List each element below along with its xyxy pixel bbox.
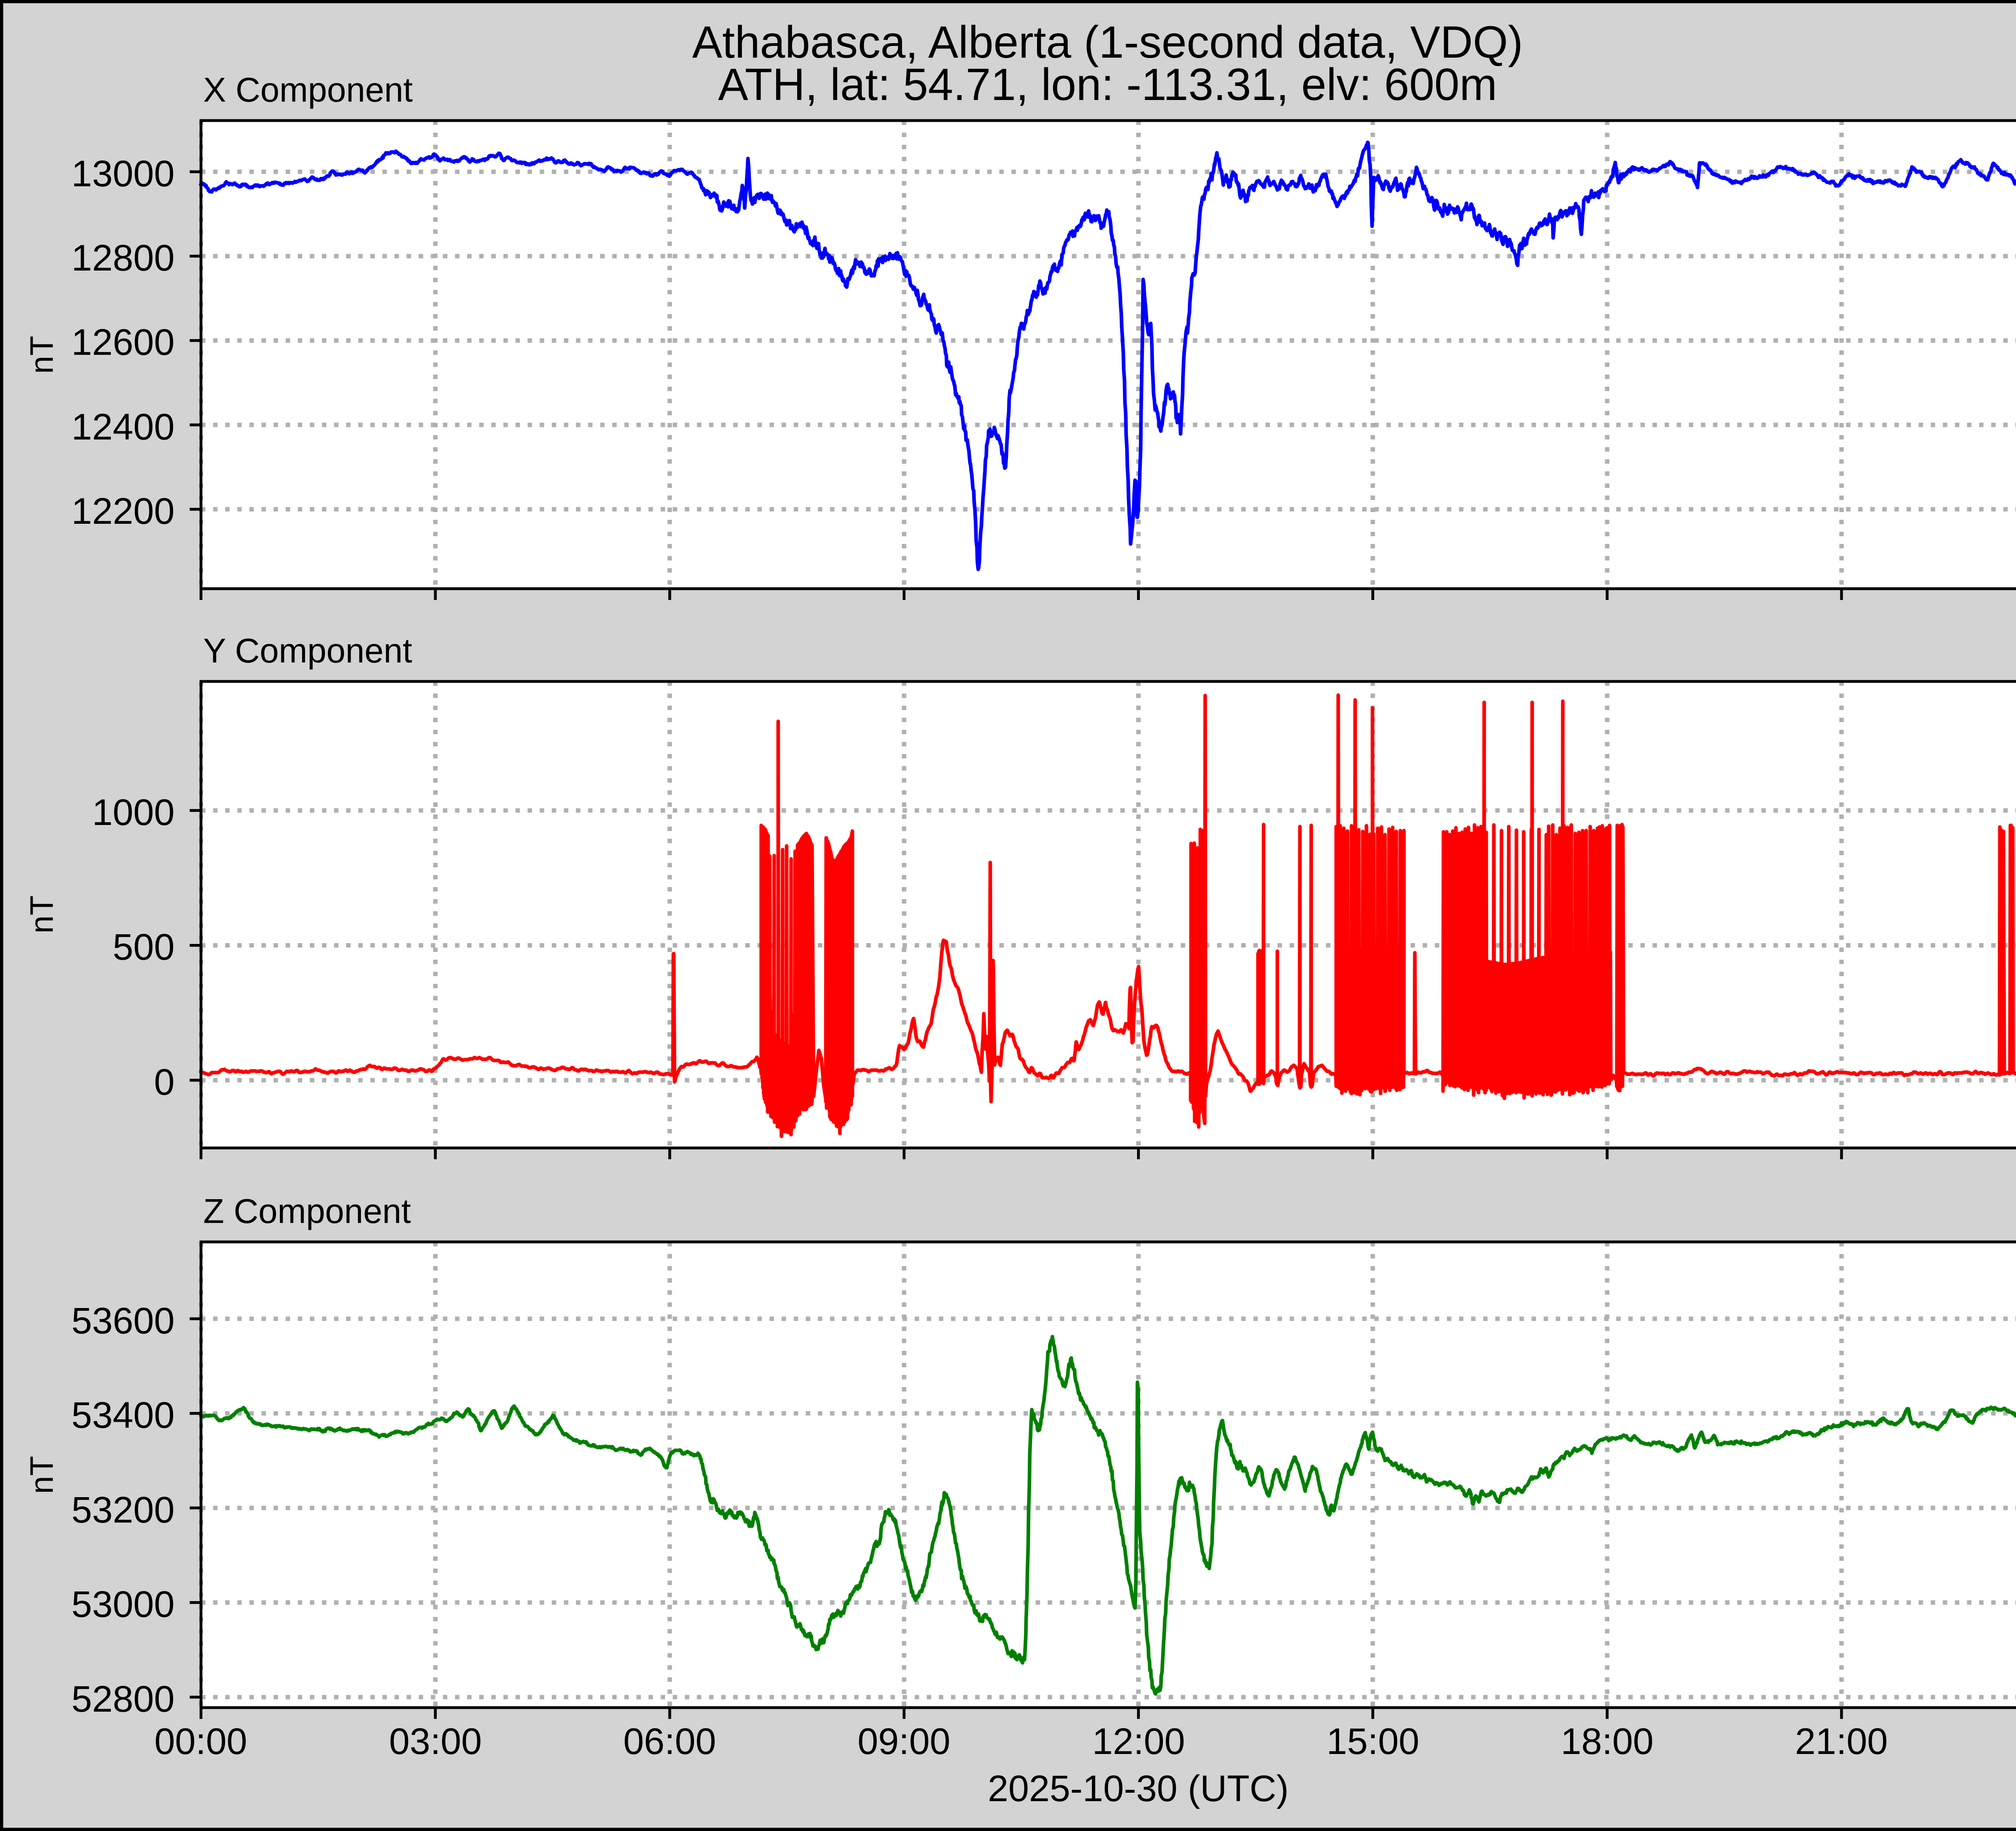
svg-text:2025-10-30 (UTC): 2025-10-30 (UTC) xyxy=(988,1768,1289,1809)
svg-text:500: 500 xyxy=(113,927,175,968)
svg-text:12400: 12400 xyxy=(71,406,175,448)
svg-text:12:00: 12:00 xyxy=(1092,1721,1185,1762)
svg-text:nT: nT xyxy=(24,896,60,934)
svg-text:21:00: 21:00 xyxy=(1795,1721,1888,1762)
svg-text:12600: 12600 xyxy=(71,322,175,363)
svg-text:X Component: X Component xyxy=(203,71,413,109)
svg-text:03:00: 03:00 xyxy=(389,1721,482,1762)
svg-text:Y Component: Y Component xyxy=(203,632,412,670)
svg-text:nT: nT xyxy=(24,336,60,374)
svg-text:nT: nT xyxy=(24,1456,60,1494)
svg-text:09:00: 09:00 xyxy=(858,1721,950,1762)
svg-text:53600: 53600 xyxy=(71,1300,175,1341)
svg-text:ATH, lat: 54.71, lon: -113.31,: ATH, lat: 54.71, lon: -113.31, elv: 600m xyxy=(718,59,1497,110)
svg-text:06:00: 06:00 xyxy=(623,1721,716,1762)
svg-text:12200: 12200 xyxy=(71,491,175,532)
svg-text:00:00: 00:00 xyxy=(154,1721,247,1762)
svg-text:53400: 53400 xyxy=(71,1395,175,1436)
svg-text:52800: 52800 xyxy=(71,1679,175,1720)
svg-text:1000: 1000 xyxy=(92,792,175,833)
svg-text:53000: 53000 xyxy=(71,1584,175,1625)
svg-text:18:00: 18:00 xyxy=(1561,1721,1654,1762)
svg-text:13000: 13000 xyxy=(71,153,175,194)
svg-text:53200: 53200 xyxy=(71,1489,175,1531)
svg-text:15:00: 15:00 xyxy=(1327,1721,1419,1762)
svg-text:12800: 12800 xyxy=(71,237,175,279)
svg-text:0: 0 xyxy=(154,1062,175,1103)
svg-text:Z Component: Z Component xyxy=(203,1192,411,1231)
svg-text:Athabasca, Alberta (1-second d: Athabasca, Alberta (1-second data, VDQ) xyxy=(692,17,1523,67)
